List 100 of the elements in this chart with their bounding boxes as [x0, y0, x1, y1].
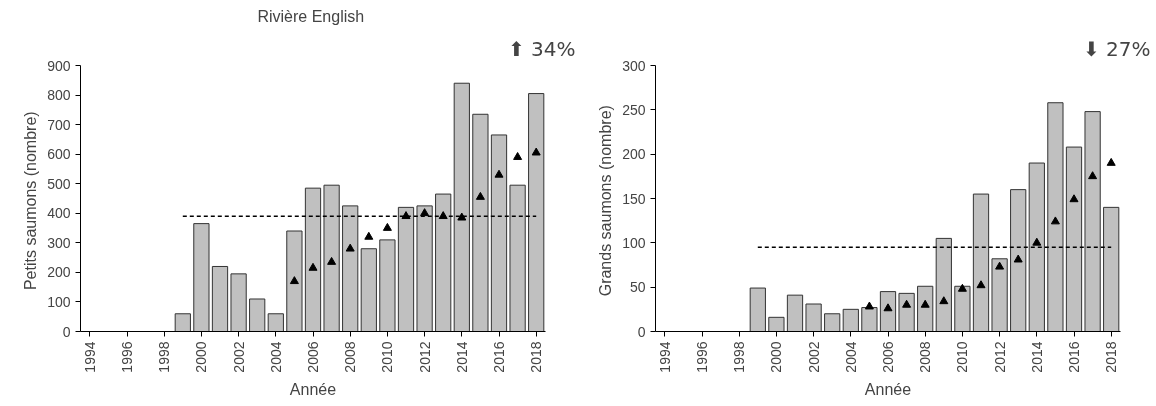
x-tick-label: 2002: [230, 341, 247, 373]
bar: [304, 187, 322, 332]
bar: [861, 307, 878, 332]
x-tick-label: 2014: [1028, 341, 1045, 373]
point: [976, 280, 986, 289]
bar: [379, 239, 396, 332]
bar: [1028, 162, 1045, 332]
x-tick-label: 2018: [1103, 341, 1120, 373]
bar: [472, 113, 489, 332]
bar: [972, 193, 990, 332]
bar: [435, 193, 452, 332]
x-tick-label: 2010: [954, 341, 971, 373]
point: [1069, 194, 1079, 203]
bar: [954, 285, 971, 332]
bar: [879, 291, 897, 332]
point: [364, 231, 374, 240]
bar: [935, 237, 952, 332]
bar: [1103, 206, 1120, 332]
y-tick-label: 700: [47, 116, 71, 133]
point: [494, 169, 504, 178]
point: [902, 299, 912, 308]
x-tick-label: 2000: [768, 341, 785, 373]
point: [920, 299, 930, 308]
x-tick-label: 1994: [81, 341, 98, 373]
point: [420, 208, 430, 217]
point: [995, 261, 1005, 270]
point: [438, 211, 448, 220]
point: [457, 212, 467, 221]
point: [957, 283, 967, 292]
y-tick-label: 200: [47, 264, 71, 281]
y-tick-label: 150: [622, 190, 646, 207]
bar: [991, 258, 1008, 332]
bar: [397, 206, 415, 332]
bar: [174, 313, 191, 332]
bar: [453, 82, 470, 332]
bar: [749, 287, 766, 332]
bar: [230, 273, 247, 332]
y-tick-label: 500: [47, 175, 71, 192]
bar: [360, 248, 377, 332]
x-tick-label: 2000: [193, 341, 210, 373]
x-tick-label: 2012: [991, 341, 1008, 373]
y-tick-label: 100: [622, 234, 646, 251]
bar: [193, 223, 210, 332]
x-tick-label: 1996: [119, 341, 135, 373]
bar: [509, 184, 526, 332]
bar: [1047, 102, 1064, 332]
point: [401, 211, 411, 220]
y-tick-label: 400: [47, 205, 71, 222]
x-tick-label: 1998: [731, 341, 748, 373]
bar: [342, 205, 359, 332]
bar: [1010, 189, 1027, 332]
point: [327, 256, 337, 265]
x-tick-label: 2008: [917, 341, 934, 373]
y-tick-label: 600: [47, 146, 71, 163]
x-tick-label: 2006: [305, 341, 321, 373]
y-tick-label: 100: [47, 293, 71, 310]
point: [864, 301, 874, 310]
point: [1088, 171, 1098, 180]
chart-title: Rivière English: [257, 7, 365, 25]
y-axis-title: Grands saumons (nombre): [597, 105, 615, 297]
bar: [211, 265, 229, 332]
bar: [323, 184, 340, 332]
bar: [824, 313, 841, 332]
y-axis-title: Petits saumons (nombre): [22, 111, 40, 291]
point: [1106, 157, 1116, 166]
y-tick-label: 50: [629, 279, 646, 296]
bar: [249, 298, 266, 332]
bar: [842, 308, 859, 332]
bar: [286, 230, 303, 332]
x-tick-label: 2018: [528, 341, 545, 373]
x-tick-label: 2002: [805, 341, 822, 373]
bar: [1065, 146, 1083, 332]
y-tick-label: 300: [622, 57, 646, 74]
bar: [1084, 111, 1101, 332]
bar: [528, 93, 545, 332]
point: [308, 262, 318, 271]
x-tick-label: 2010: [379, 341, 396, 373]
x-tick-label: 1998: [156, 341, 173, 373]
point: [1032, 237, 1042, 246]
x-tick-label: 2012: [416, 341, 433, 373]
point: [475, 191, 485, 200]
x-tick-label: 2004: [267, 341, 284, 373]
bar: [768, 316, 785, 332]
text: ⬇ 27%: [1082, 36, 1151, 61]
y-tick-label: 300: [47, 234, 71, 251]
text: ⬆ 34%: [507, 36, 576, 61]
bar: [786, 294, 804, 332]
x-axis-title: Année: [864, 380, 912, 398]
x-tick-label: 2006: [880, 341, 896, 373]
y-tick-label: 200: [622, 146, 646, 163]
bar: [267, 313, 284, 332]
point: [1050, 216, 1060, 225]
bar: [416, 205, 433, 332]
x-tick-label: 2008: [342, 341, 359, 373]
y-tick-label: 250: [622, 101, 646, 118]
point: [531, 147, 541, 156]
x-tick-label: 2004: [842, 341, 859, 373]
point: [513, 152, 523, 160]
x-tick-label: 1996: [694, 341, 710, 373]
y-tick-label: 900: [47, 57, 71, 74]
